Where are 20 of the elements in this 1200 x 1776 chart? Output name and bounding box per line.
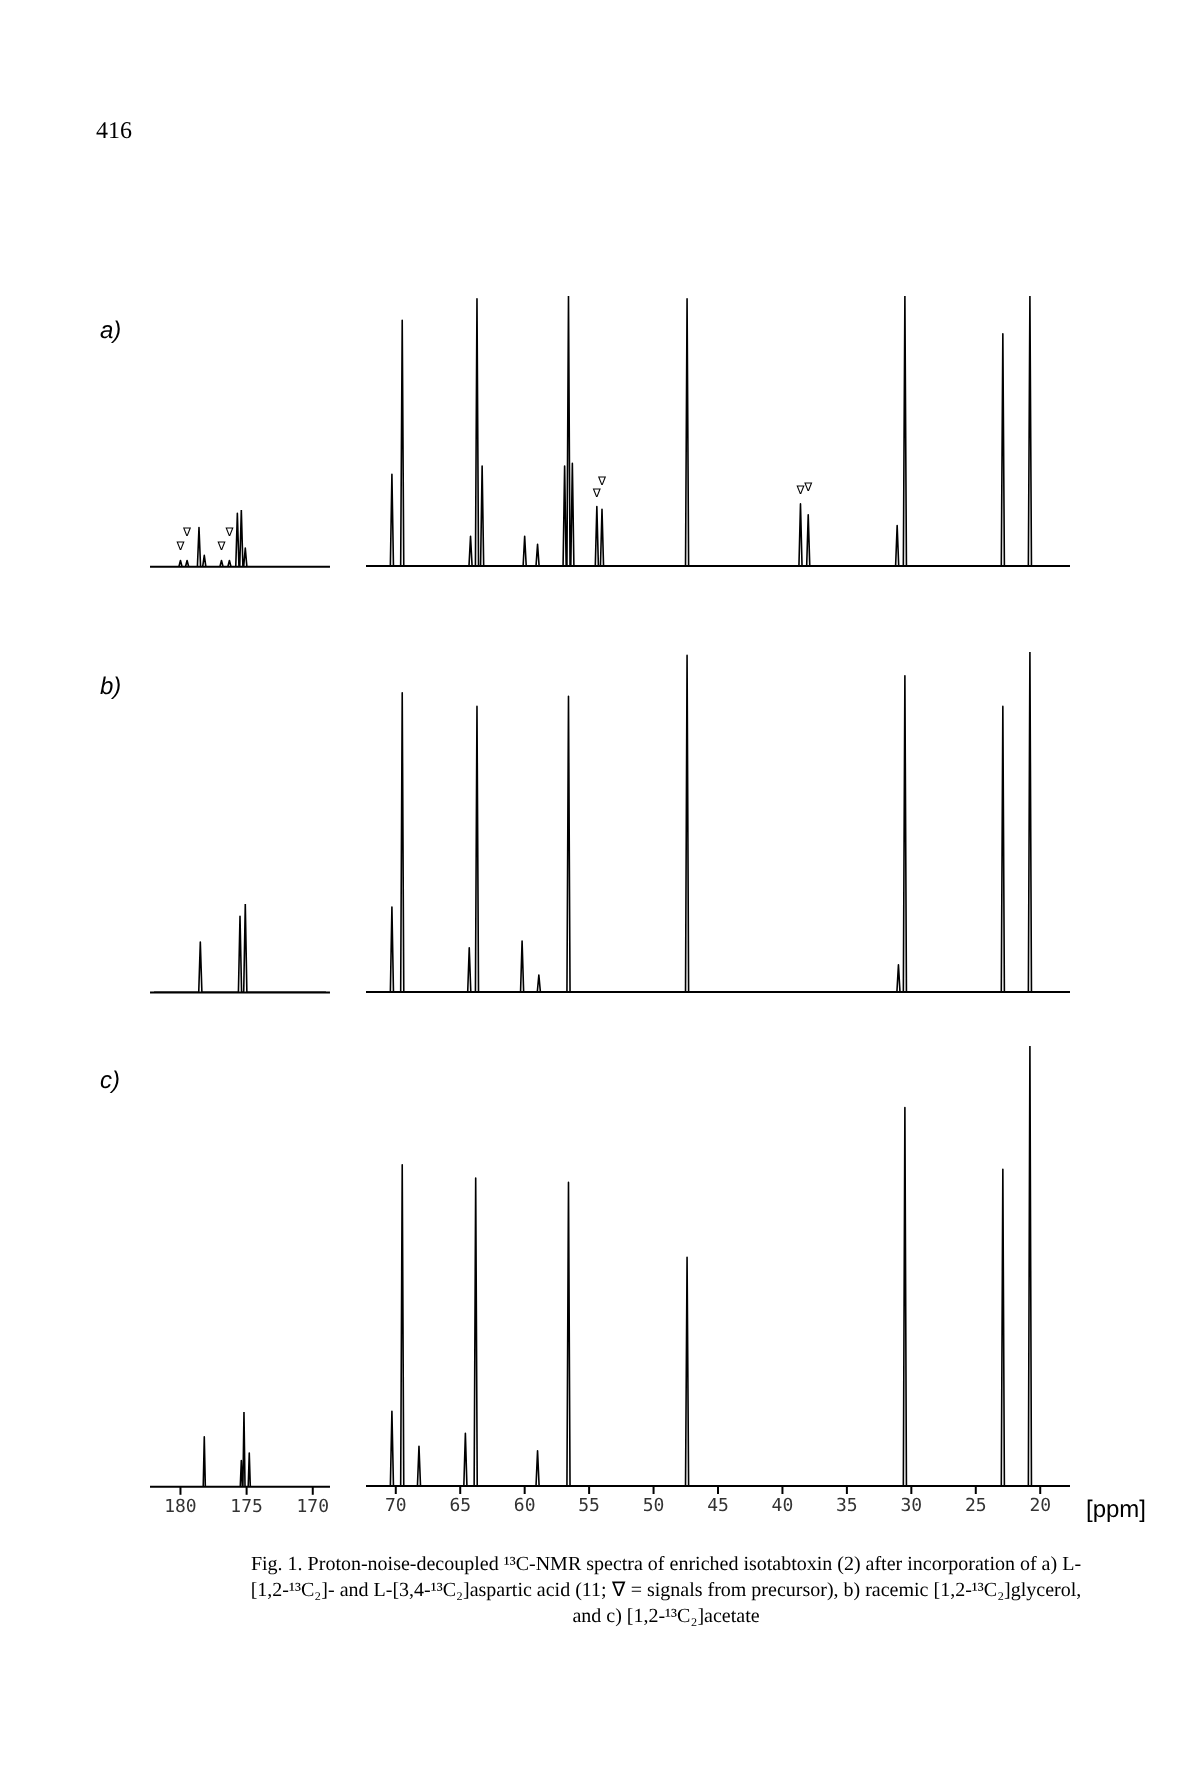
x-axis-title: [ppm] [1086, 1494, 1147, 1523]
x-tick-label: 65 [449, 1496, 472, 1517]
chart-title: c) [100, 1066, 120, 1094]
x-tick-label: 30 [900, 1496, 923, 1517]
x-tick-label: 20 [1029, 1496, 1052, 1517]
x-tick-label: 175 [230, 1496, 263, 1517]
x-tick-label: 180 [164, 1496, 197, 1517]
x-tick-label: 50 [642, 1496, 665, 1517]
chart-title: b) [100, 672, 122, 700]
x-tick-label: 170 [296, 1496, 329, 1517]
x-tick-label: 55 [578, 1496, 600, 1517]
x-tick-label: 60 [513, 1496, 536, 1517]
x-tick-label: 40 [771, 1496, 794, 1517]
text: 416 [96, 116, 132, 144]
caption: Fig. 1. Proton-noise-decoupled ¹³C-NMR spectra of enriched isotabtoxin (2) after incorporation of a) L-[1,2-¹³C₂]- and L-[3,4-¹³C₂]aspartic acid (11; ∇ = signals from precursor), b) racemic [1,2-¹³C₂]glycerol, and c) [1,2-¹³C₂]acetate [250, 1554, 1082, 1628]
chart-title: a) [100, 316, 122, 344]
x-tick-label: 70 [384, 1496, 407, 1517]
x-tick-label: 25 [964, 1496, 987, 1517]
x-tick-label: 45 [707, 1496, 729, 1517]
x-tick-label: 35 [836, 1496, 858, 1517]
